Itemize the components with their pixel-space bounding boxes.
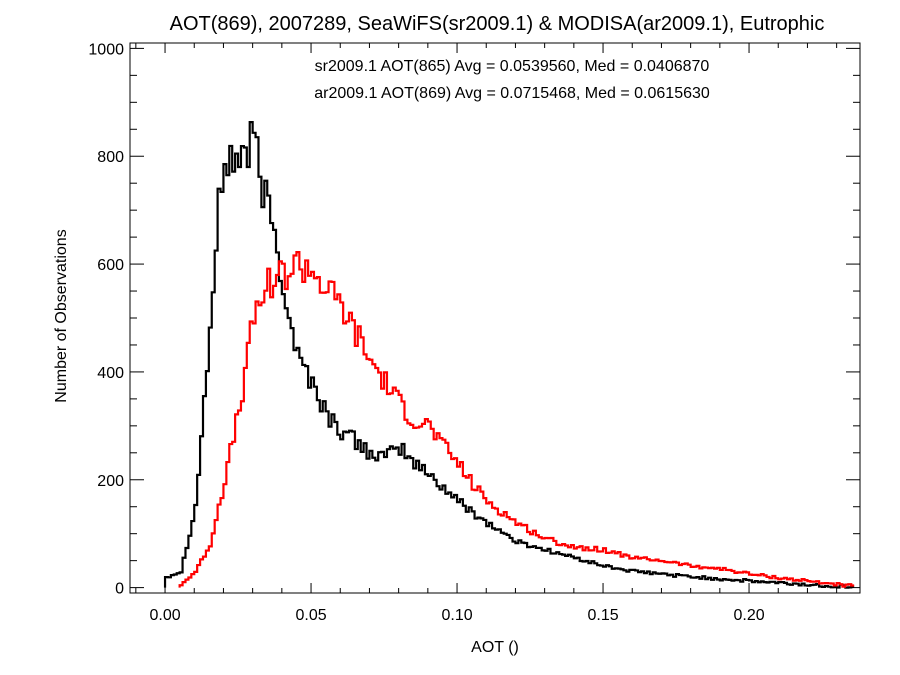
chart-title: AOT(869), 2007289, SeaWiFS(sr2009.1) & M… [170,13,825,35]
series-layer [163,121,855,589]
x-tick-label: 0.05 [295,607,326,624]
y-tick-label: 0 [115,581,124,598]
axes-layer: 0.00 0.05 0.10 0.15 0.20 0 200 400 600 800 1000 [88,41,860,624]
x-axis-label: AOT () [471,639,519,656]
y-axis-label: Number of Observations [53,229,70,402]
x-tick-label: 0.15 [587,607,618,624]
series-ar2009-histogram [178,251,855,588]
y-tick-label: 200 [97,473,124,490]
x-tick-label: 0.00 [149,607,180,624]
x-tick-label: 0.10 [441,607,472,624]
y-tick-label: 800 [97,149,124,166]
y-tick-label: 600 [97,257,124,274]
annotation-sr2009: sr2009.1 AOT(865) Avg = 0.0539560, Med =… [315,58,710,75]
annotation-ar2009: ar2009.1 AOT(869) Avg = 0.0715468, Med =… [314,85,710,102]
x-tick-label: 0.20 [733,607,764,624]
plot-frame [129,42,861,594]
y-tick-label: 400 [97,365,124,382]
y-tick-label: 1000 [88,41,124,58]
